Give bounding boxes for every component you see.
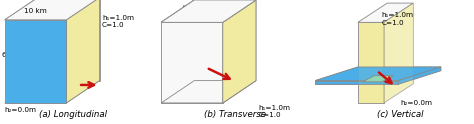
Text: h₁=1.0m
C=1.0: h₁=1.0m C=1.0	[382, 12, 414, 26]
Polygon shape	[363, 76, 393, 82]
Polygon shape	[5, 0, 100, 20]
Polygon shape	[315, 81, 398, 84]
Polygon shape	[161, 0, 256, 22]
Text: (a) Longitudinal: (a) Longitudinal	[39, 110, 108, 119]
Polygon shape	[358, 22, 384, 103]
Text: 60 m: 60 m	[2, 52, 21, 58]
Polygon shape	[223, 0, 256, 103]
Text: 10 km: 10 km	[24, 8, 47, 14]
Polygon shape	[315, 67, 441, 81]
Text: h₂=0.0m: h₂=0.0m	[401, 100, 433, 106]
Polygon shape	[223, 0, 256, 103]
Polygon shape	[66, 0, 100, 103]
Polygon shape	[5, 81, 100, 103]
Polygon shape	[161, 0, 256, 22]
Polygon shape	[161, 0, 256, 22]
Polygon shape	[315, 67, 441, 81]
Text: (c) Vertical: (c) Vertical	[377, 110, 424, 119]
Polygon shape	[384, 3, 413, 103]
Polygon shape	[5, 0, 100, 20]
Text: h₂=0.0m: h₂=0.0m	[182, 5, 215, 11]
Polygon shape	[358, 3, 413, 22]
Text: 10 km: 10 km	[28, 59, 51, 65]
Polygon shape	[398, 67, 441, 84]
Polygon shape	[161, 81, 256, 103]
Polygon shape	[161, 22, 223, 103]
Polygon shape	[38, 0, 100, 81]
Text: h₁=1.0m
C=1.0: h₁=1.0m C=1.0	[258, 105, 291, 118]
Polygon shape	[5, 20, 66, 103]
Text: h₁=1.0m
C=1.0: h₁=1.0m C=1.0	[102, 15, 134, 28]
Polygon shape	[315, 81, 398, 84]
Polygon shape	[161, 81, 256, 103]
Polygon shape	[161, 0, 256, 22]
Text: (b) Transverse: (b) Transverse	[204, 110, 265, 119]
Text: h₂=0.0m: h₂=0.0m	[5, 107, 37, 113]
Polygon shape	[398, 67, 441, 84]
